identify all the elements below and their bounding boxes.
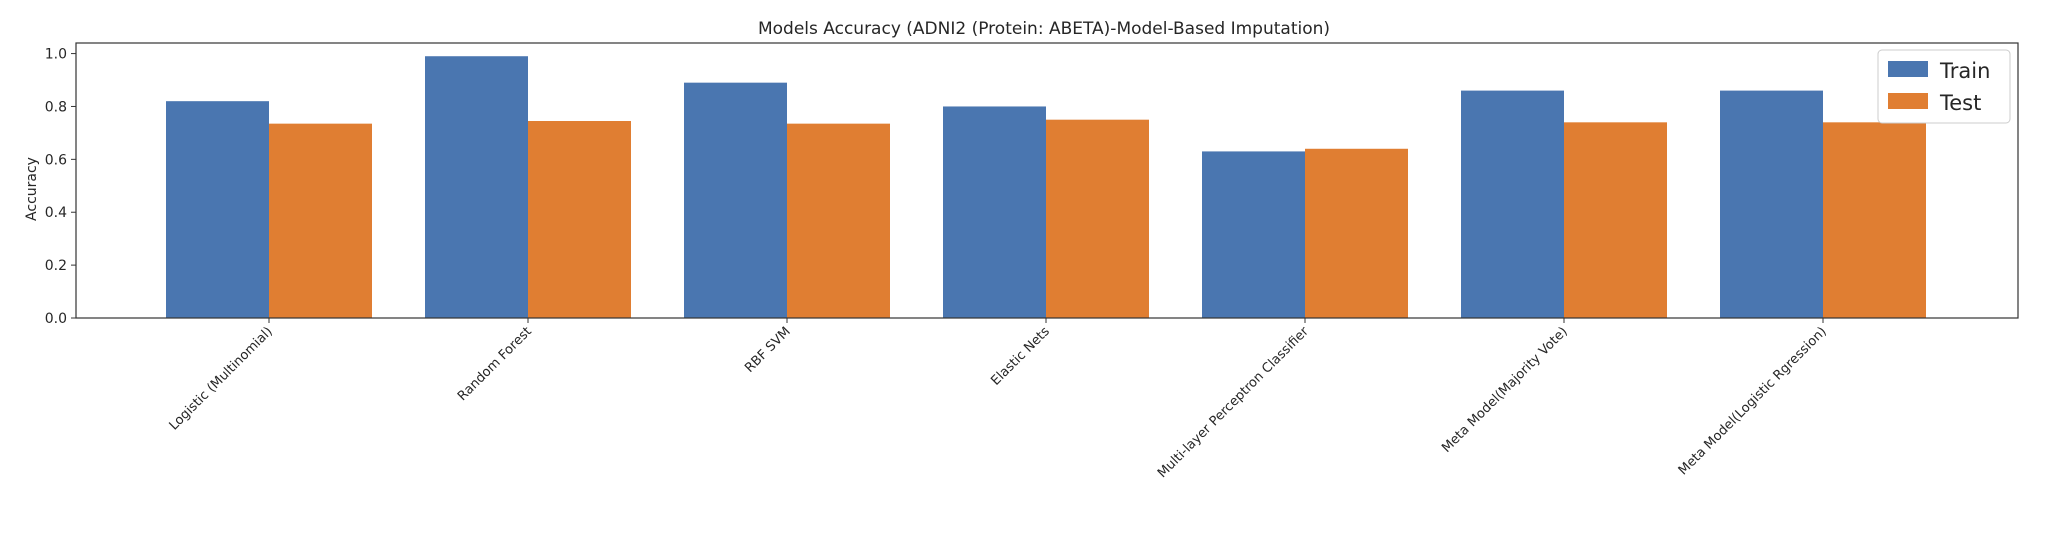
- legend-swatch-test: [1888, 93, 1928, 109]
- x-tick-label-6: Meta Model(Logistic Rgression): [1676, 324, 1830, 478]
- bar-test-3: [1046, 119, 1149, 318]
- x-tick-label-2: RBF SVM: [742, 324, 794, 376]
- bar-train-5: [1461, 90, 1564, 318]
- legend-swatch-train: [1888, 61, 1928, 77]
- y-tick-label-3: 0.6: [45, 152, 67, 168]
- y-axis-ticks: 0.0 0.2 0.4 0.6 0.8 1.0: [45, 47, 76, 327]
- y-tick-label-0: 0.0: [45, 311, 67, 327]
- bars: [166, 56, 1926, 319]
- y-tick-label-5: 1.0: [45, 47, 67, 63]
- bar-train-3: [943, 106, 1046, 318]
- x-axis-ticks: Logistic (Multinomial) Random Forest RBF S…: [167, 318, 1830, 481]
- legend-label-train: Train: [1939, 59, 1990, 83]
- y-axis-label: Accuracy: [24, 157, 40, 221]
- bar-test-2: [787, 123, 890, 318]
- legend: Train Test: [1877, 49, 2011, 124]
- bar-test-4: [1305, 148, 1408, 318]
- y-tick-label-2: 0.4: [45, 205, 67, 221]
- bar-test-6: [1823, 122, 1926, 318]
- bar-train-4: [1202, 151, 1305, 318]
- bar-test-0: [269, 123, 372, 318]
- plot-frame: [75, 42, 2019, 319]
- legend-label-test: Test: [1939, 91, 1981, 115]
- bar-test-5: [1564, 122, 1667, 318]
- bar-test-1: [528, 121, 631, 318]
- x-tick-label-0: Logistic (Multinomial): [167, 324, 276, 433]
- chart-title: Models Accuracy (ADNI2 (Protein: ABETA)-…: [758, 19, 1330, 39]
- bar-train-0: [166, 101, 269, 318]
- bar-train-6: [1720, 90, 1823, 318]
- x-tick-label-1: Random Forest: [455, 324, 535, 404]
- x-tick-label-4: Multi-layer Perceptron Classifier: [1155, 324, 1312, 481]
- x-tick-label-3: Elastic Nets: [988, 324, 1053, 389]
- y-tick-label-1: 0.2: [45, 258, 67, 274]
- bar-train-2: [684, 82, 787, 319]
- y-tick-label-4: 0.8: [45, 99, 67, 115]
- x-tick-label-5: Meta Model(Majority Vote): [1439, 324, 1571, 456]
- bar-train-1: [425, 56, 528, 318]
